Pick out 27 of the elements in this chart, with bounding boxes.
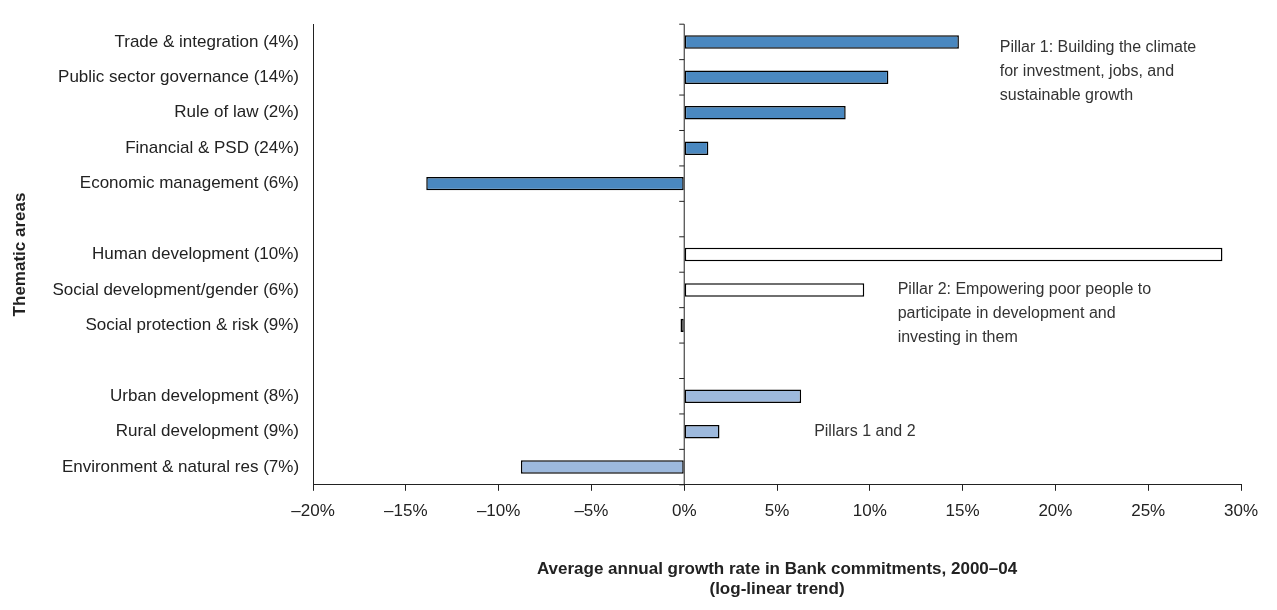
x-tick-label: 30%	[1223, 500, 1259, 520]
y-tick-label: Social protection & risk (9%)	[85, 315, 300, 335]
y-tick-label: Economic management (6%)	[79, 173, 300, 193]
x-tick-label: –20%	[291, 500, 335, 520]
y-tick-label: Trade & integration (4%)	[114, 31, 300, 51]
x-tick-label: –10%	[476, 500, 521, 520]
x-tick-label: 5%	[764, 500, 790, 520]
annotation: Pillar 1: Building the climate for investment, jobs, and sustainable growth	[999, 37, 1197, 103]
y-tick-label: Social development/gender (6%)	[52, 279, 300, 299]
x-tick-label: 20%	[1038, 500, 1073, 520]
annotation: Pillars 1 and 2	[814, 422, 916, 440]
x-tick-label: 0%	[671, 500, 697, 520]
x-tick-label: –5%	[574, 500, 609, 520]
y-tick-label: Rural development (9%)	[115, 421, 300, 441]
y-axis-title: Thematic areas	[9, 192, 29, 317]
x-axis-title: Average annual growth rate in Bank commitments, 2000–04 (log-linear trend)	[536, 559, 1018, 599]
x-tick-label: 15%	[945, 500, 980, 520]
y-tick-label: Urban development (8%)	[110, 385, 300, 405]
y-tick-label: Human development (10%)	[92, 244, 300, 264]
x-tick-label: 10%	[852, 500, 887, 520]
y-tick-label: Financial & PSD (24%)	[125, 137, 300, 157]
y-tick-label: Rule of law (2%)	[174, 102, 300, 122]
x-tick-label: –15%	[384, 500, 428, 520]
y-tick-label: Public sector governance (14%)	[58, 67, 300, 87]
y-tick-label: Environment & natural res (7%)	[61, 456, 300, 476]
annotation: Pillar 2: Empowering poor people to participate in development and investing in them	[897, 280, 1152, 346]
x-tick-label: 25%	[1131, 500, 1166, 520]
